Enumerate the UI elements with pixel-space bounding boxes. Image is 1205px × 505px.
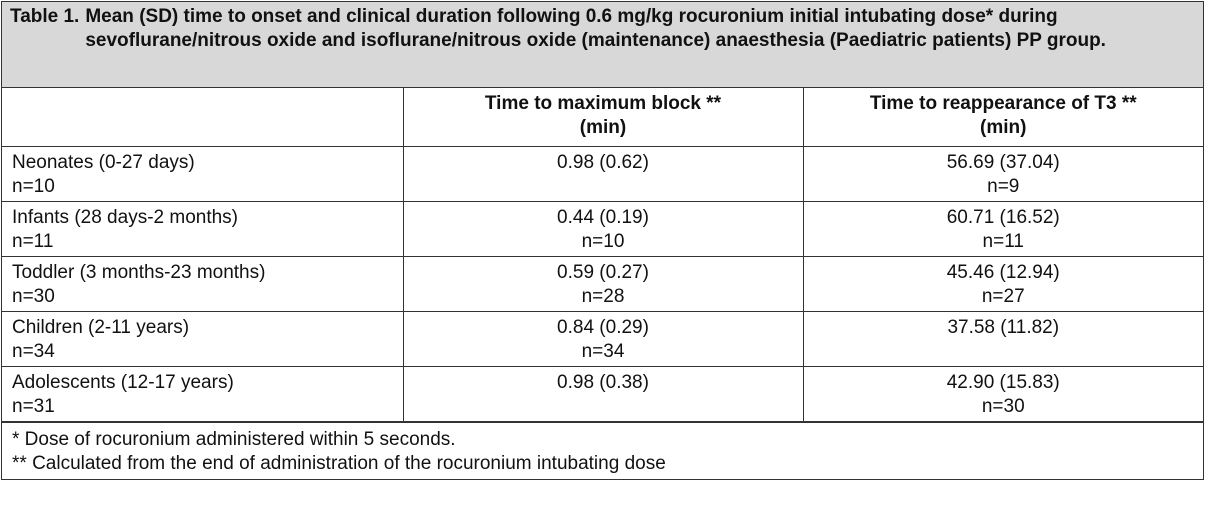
cell-line: Toddler (3 months-23 months)	[12, 261, 266, 283]
data-table: Time to maximum block ** (min) Time to rea…	[2, 88, 1203, 422]
cell-line: Infants (28 days-2 months)	[12, 206, 238, 228]
cell-line: 42.90 (15.83)	[946, 371, 1060, 393]
header-cell: Time to reappearance of T3 ** (min)	[802, 88, 1203, 147]
row-label: Children (2-11 years) n=34	[2, 310, 404, 367]
data-cell: 0.84 (0.29) n=34	[402, 310, 804, 367]
row-label: Neonates (0-27 days) n=10	[2, 145, 404, 202]
footnote: * Dose of rocuronium administered within…	[12, 428, 456, 450]
cell-line: 37.58 (11.82)	[947, 316, 1060, 338]
cell-line: 56.69 (37.04)	[946, 151, 1060, 173]
cell-line: Time to maximum block **	[484, 93, 722, 114]
cell-line: 45.46 (12.94)	[946, 261, 1060, 283]
table-row: Toddler (3 months-23 months) n=30 0.59 (0.…	[2, 255, 1203, 312]
cell-line: 0.59 (0.27)	[557, 261, 649, 283]
cell-line: n=10	[12, 175, 55, 197]
header-cell	[2, 88, 404, 147]
cell-line: n=28	[581, 285, 625, 307]
table-title: Table 1. Mean (SD) time to onset and cli…	[2, 2, 1203, 88]
data-cell: 42.90 (15.83) n=30	[802, 365, 1203, 422]
cell-line: Neonates (0-27 days)	[12, 151, 195, 173]
data-cell: 0.98 (0.62)	[402, 145, 804, 202]
footnotes: * Dose of rocuronium administered within…	[2, 421, 1203, 479]
cell-line: n=27	[981, 285, 1025, 307]
table-row: Infants (28 days-2 months) n=11 0.44 (0.19…	[2, 200, 1203, 257]
cell-line: 0.98 (0.38)	[557, 371, 649, 393]
title-label: Table 1.	[10, 6, 80, 27]
table-row: Neonates (0-27 days) n=10 0.98 (0.62) 56.69…	[2, 145, 1203, 202]
cell-line: Time to reappearance of T3 **	[869, 93, 1137, 114]
data-cell: 0.59 (0.27) n=28	[402, 255, 804, 312]
table-panel: Table 1. Mean (SD) time to onset and cli…	[1, 1, 1204, 480]
cell-line: n=34	[12, 340, 55, 362]
cell-line: n=9	[987, 175, 1020, 197]
cell-line: 0.84 (0.29)	[557, 316, 649, 338]
table-row: Children (2-11 years) n=34 0.84 (0.29) n=34…	[2, 310, 1203, 367]
data-cell: 45.46 (12.94) n=27	[802, 255, 1203, 312]
cell-line: n=34	[581, 340, 625, 362]
cell-line: n=30	[981, 395, 1025, 417]
data-cell: 56.69 (37.04) n=9	[802, 145, 1203, 202]
cell-line: n=30	[12, 285, 55, 307]
cell-line: (min)	[980, 117, 1027, 138]
cell-line: n=11	[12, 230, 54, 252]
data-cell: 0.44 (0.19) n=10	[402, 200, 804, 257]
cell-line: n=10	[581, 230, 625, 252]
cell-line: n=11	[982, 230, 1024, 252]
cell-line: Children (2-11 years)	[12, 316, 190, 338]
cell-line: Adolescents (12-17 years)	[12, 371, 234, 393]
header-cell: Time to maximum block ** (min)	[402, 88, 804, 147]
row-label: Infants (28 days-2 months) n=11	[2, 200, 404, 257]
footnote: ** Calculated from the end of administra…	[12, 452, 666, 474]
data-cell: 60.71 (16.52) n=11	[802, 200, 1203, 257]
row-label: Toddler (3 months-23 months) n=30	[2, 255, 404, 312]
cell-line: 0.44 (0.19)	[557, 206, 649, 228]
cell-line: (min)	[579, 117, 627, 138]
data-cell: 0.98 (0.38)	[402, 365, 804, 422]
cell-line: 0.98 (0.62)	[557, 151, 649, 173]
row-label: Adolescents (12-17 years) n=31	[2, 365, 404, 422]
data-cell: 37.58 (11.82)	[802, 310, 1203, 367]
table-row: Adolescents (12-17 years) n=31 0.98 (0.38)…	[2, 365, 1203, 422]
header-row: Time to maximum block ** (min) Time to rea…	[2, 88, 1203, 147]
cell-line: 60.71 (16.52)	[946, 206, 1060, 228]
cell-line: n=31	[12, 395, 55, 417]
title-text: Mean (SD) time to onset and clinical dur…	[85, 6, 1106, 51]
